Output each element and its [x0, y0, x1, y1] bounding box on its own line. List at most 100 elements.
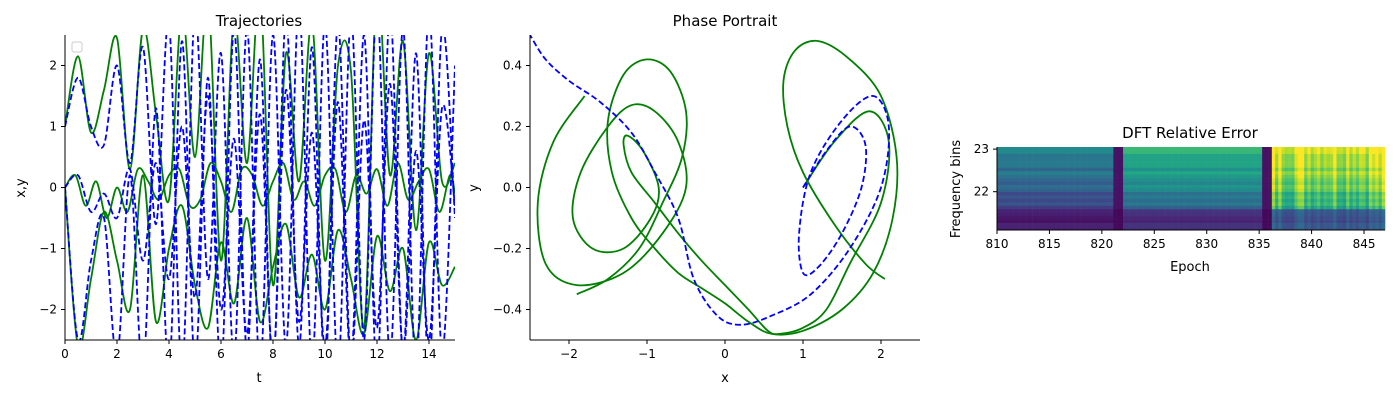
heatmap-cell — [1229, 205, 1234, 210]
heatmap-cell — [1064, 150, 1069, 155]
heatmap-cell — [1171, 157, 1176, 162]
heatmap-cell — [1178, 185, 1182, 189]
heatmap-cell — [1300, 205, 1305, 210]
heatmap-cell — [1103, 178, 1108, 182]
heatmap-cell — [1291, 153, 1295, 158]
heatmap-cell — [1139, 198, 1143, 203]
heatmap-cell — [1142, 147, 1147, 151]
heatmap-cell — [1342, 198, 1347, 203]
heatmap-cell — [1258, 195, 1263, 200]
heatmap-cell — [1142, 160, 1147, 165]
heatmap-cell — [1161, 185, 1166, 189]
heatmap-cell — [1058, 205, 1062, 210]
heatmap-cell — [997, 150, 1001, 155]
heatmap-cell — [1187, 191, 1192, 196]
heatmap-cell — [1284, 223, 1289, 227]
heatmap-cell — [1229, 191, 1234, 196]
heatmap-cell — [1152, 164, 1156, 169]
heatmap-cell — [1158, 147, 1163, 151]
heatmap-cell — [1152, 223, 1156, 227]
heatmap-cell — [1191, 171, 1195, 175]
heatmap-cell — [1252, 191, 1256, 196]
heatmap-cell — [1148, 157, 1153, 162]
heatmap-cell — [1200, 209, 1205, 214]
heatmap-cell — [1106, 171, 1111, 175]
heatmap-cell — [1087, 219, 1092, 224]
heatmap-cell — [1094, 157, 1098, 162]
heatmap-cell — [1064, 219, 1069, 224]
heatmap-cell — [1310, 226, 1315, 231]
heatmap-cell — [1039, 195, 1043, 200]
heatmap-cell — [1342, 188, 1347, 193]
heatmap-cell — [1126, 167, 1130, 172]
heatmap-cell — [1304, 181, 1308, 186]
heatmap-cell — [1022, 147, 1027, 151]
heatmap-cell — [1136, 191, 1140, 196]
heatmap-cell — [1155, 167, 1159, 172]
heatmap-cell — [1045, 205, 1050, 210]
heatmap-cell — [1155, 216, 1159, 220]
heatmap-cell — [1119, 226, 1124, 231]
heatmap-cell — [1281, 212, 1286, 217]
heatmap-cell — [1339, 191, 1344, 196]
heatmap-cell — [1284, 226, 1289, 231]
heatmap-cell — [1378, 191, 1383, 196]
heatmap-cell — [1009, 212, 1014, 217]
heatmap-cell — [1255, 226, 1260, 231]
heatmap-cell — [1239, 198, 1244, 203]
heatmap-cell — [1258, 153, 1263, 158]
heatmap-cell — [1132, 205, 1137, 210]
heatmap-cell — [1310, 167, 1315, 172]
heatmap-cell — [1100, 174, 1104, 179]
heatmap-cell — [1158, 150, 1163, 155]
heatmap-cell — [1359, 160, 1363, 165]
trajectory-series-line-0 — [65, 35, 455, 329]
heatmap-cell — [1223, 171, 1227, 175]
heatmap-cell — [997, 160, 1001, 165]
heatmap-cell — [1381, 219, 1386, 224]
heatmap-cell — [1119, 167, 1124, 172]
heatmap-cell — [1000, 174, 1004, 179]
heatmap-cell — [1178, 153, 1182, 158]
heatmap-cell — [1155, 147, 1159, 151]
heatmap-cell — [1200, 216, 1205, 220]
heatmap-cell — [1359, 216, 1363, 220]
heatmap-cell — [1236, 188, 1240, 193]
heatmap-cell — [1275, 191, 1279, 196]
heatmap-cell — [1342, 219, 1347, 224]
heatmap-cell — [1288, 198, 1292, 203]
heatmap-cell — [1239, 167, 1244, 172]
heatmap-cell — [1275, 153, 1279, 158]
heatmap-cell — [1068, 188, 1072, 193]
heatmap-cell — [1362, 216, 1366, 220]
heatmap-cell — [1100, 216, 1104, 220]
heatmap-cell — [1372, 181, 1376, 186]
heatmap-cell — [1229, 160, 1234, 165]
heatmap-cell — [1006, 181, 1011, 186]
heatmap-cell — [1103, 150, 1108, 155]
heatmap-cell — [1239, 160, 1244, 165]
heatmap-cell — [1258, 164, 1263, 169]
heatmap-cell — [1300, 171, 1305, 175]
heatmap-cell — [1265, 178, 1269, 182]
heatmap-cell — [1333, 150, 1337, 155]
heatmap-cell — [1132, 160, 1137, 165]
heatmap-cell — [1336, 185, 1341, 189]
heatmap-cell — [1210, 198, 1214, 203]
heatmap-cell — [1342, 209, 1347, 214]
heatmap-cell — [1242, 198, 1247, 203]
heatmap-cell — [1009, 153, 1014, 158]
heatmap-cell — [1009, 181, 1014, 186]
heatmap-cell — [1061, 178, 1066, 182]
heatmap-cell — [1291, 216, 1295, 220]
heatmap-cell — [1220, 185, 1224, 189]
heatmap-cell — [1346, 198, 1350, 203]
heatmap-cell — [1355, 153, 1360, 158]
heatmap-cell — [1184, 226, 1189, 231]
heatmap-cell — [1103, 160, 1108, 165]
heatmap-cell — [1278, 188, 1282, 193]
heatmap-cell — [1255, 205, 1260, 210]
heatmap-cell — [1255, 147, 1260, 151]
heatmap-cell — [1378, 216, 1383, 220]
heatmap-cell — [1022, 153, 1027, 158]
